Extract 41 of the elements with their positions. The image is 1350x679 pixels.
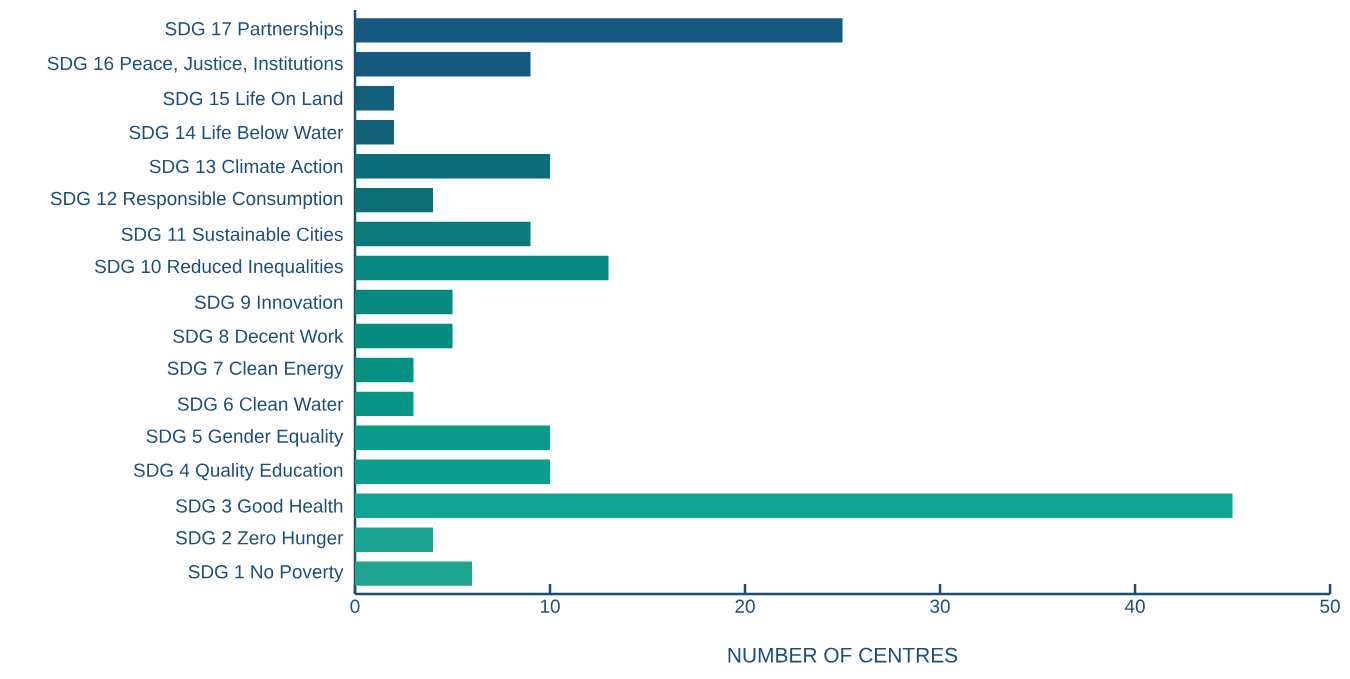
bar [355, 493, 1233, 518]
bar [355, 86, 395, 111]
x-tick-label: 40 [1124, 599, 1145, 613]
bar [355, 52, 531, 77]
y-tick-label: SDG 10 Reduced Inequalities [94, 259, 343, 277]
x-tick-label: 20 [735, 599, 755, 613]
y-tick-label: SDG 16 Peace, Justice, Institutions [47, 56, 343, 73]
y-tick-label: SDG 2 Zero Hunger [176, 531, 344, 549]
bar [355, 425, 551, 451]
bar [355, 18, 843, 43]
y-tick-label: SDG 14 Life Below Water [129, 125, 344, 140]
x-axis-title: NUMBER OF CENTRES [728, 647, 958, 663]
y-tick-label: SDG 3 Good Health [176, 498, 343, 513]
y-tick-label: SDG 7 Clean Energy [167, 361, 344, 379]
y-tick-label: SDG 13 Climate Action [149, 159, 343, 174]
bar [355, 120, 395, 145]
bar [355, 459, 551, 484]
bar [355, 527, 434, 552]
x-tick-label: 0 [350, 599, 360, 613]
bar [355, 561, 473, 586]
y-tick-label: SDG 17 Partnerships [165, 21, 343, 40]
y-tick-label: SDG 11 Sustainable Cities [121, 227, 343, 242]
y-tick-label: SDG 1 No Poverty [188, 565, 344, 583]
bar [355, 221, 531, 247]
bar [355, 153, 551, 179]
bar [355, 187, 434, 213]
bar [355, 323, 453, 349]
y-tick-label: SDG 5 Gender Equality [146, 428, 344, 447]
y-tick-label: SDG 6 Clean Water [177, 396, 344, 411]
y-tick-label: SDG 8 Decent Work [173, 329, 344, 343]
y-tick-label: SDG 9 Innovation [194, 295, 343, 309]
bar [355, 289, 453, 315]
y-tick-label: SDG 4 Quality Education [133, 462, 343, 481]
bar [355, 255, 609, 281]
x-tick-label: 50 [1320, 599, 1340, 613]
y-tick-label: SDG 12 Responsible Consumption [50, 191, 343, 209]
y-tick-label: SDG 15 Life On Land [163, 91, 343, 106]
x-tick-label: 10 [540, 599, 560, 613]
x-tick-label: 30 [930, 599, 950, 613]
bar [355, 391, 414, 417]
bar [355, 357, 414, 383]
